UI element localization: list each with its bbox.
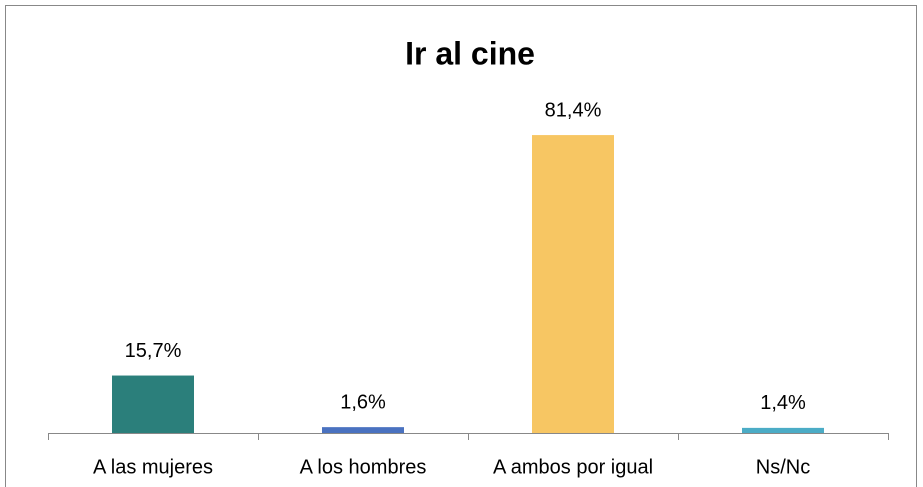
value-label: 1,6%	[340, 391, 386, 413]
x-tick-label: A ambos por igual	[493, 456, 653, 478]
chart-title: Ir al cine	[405, 35, 535, 71]
x-tick-label: A los hombres	[300, 456, 427, 478]
x-tick-label: Ns/Nc	[756, 456, 810, 478]
value-label: 81,4%	[545, 99, 602, 121]
value-label: 15,7%	[125, 340, 182, 362]
x-tick-label: A las mujeres	[93, 456, 213, 478]
bar	[532, 135, 614, 434]
bar	[322, 427, 404, 433]
bar	[112, 375, 194, 433]
bar	[742, 427, 824, 433]
value-label: 1,4%	[760, 392, 806, 414]
